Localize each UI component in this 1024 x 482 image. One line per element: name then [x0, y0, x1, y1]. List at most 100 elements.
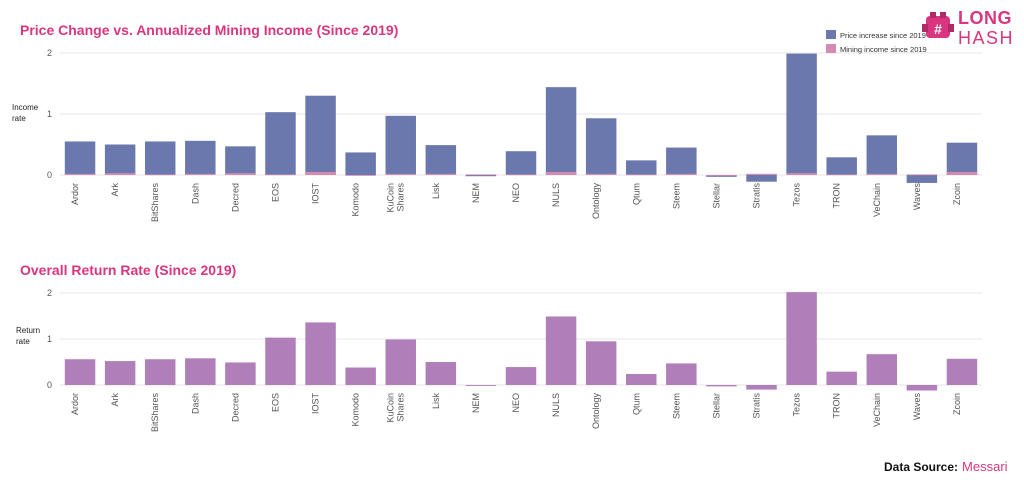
y-tick-label: 1	[47, 334, 52, 344]
x-tick-label: Tezos	[792, 183, 802, 207]
x-tick-label: Dash	[190, 183, 200, 204]
bar-ontology-series-0	[585, 118, 617, 175]
legend-swatch-mining-income	[826, 44, 836, 53]
x-tick-label: Qtum	[631, 393, 641, 415]
x-tick-label: IOST	[311, 393, 321, 415]
bar-neo-series-0	[505, 151, 537, 175]
x-tick-label: KuCoin	[386, 393, 396, 423]
bar-bitshares-series-1	[144, 174, 176, 176]
bar-nem-series-0	[465, 385, 497, 386]
x-tick-label: NEM	[471, 183, 481, 203]
bar-qtum-series-0	[626, 373, 657, 385]
svg-text:#: #	[934, 21, 942, 37]
bar-tron-series-0	[826, 371, 857, 385]
x-tick-label: TRON	[832, 393, 842, 419]
x-tick-label: Ontology	[591, 183, 601, 220]
legend-label-mining-income: Mining income since 2019	[840, 45, 927, 54]
bar-nuls-series-0	[545, 87, 577, 175]
x-tick-label: Zcoin	[952, 393, 962, 415]
x-tick-label: NULS	[551, 393, 561, 417]
data-source-label: Data Source:	[884, 460, 959, 474]
x-tick-label: Waves	[912, 393, 922, 421]
y-tick-label: 2	[47, 288, 52, 298]
bar-zcoin-series-0	[946, 358, 978, 385]
bar-steem-series-0	[666, 147, 697, 175]
bar-kucoin-shares-series-1	[385, 173, 416, 175]
bar-qtum-series-1	[626, 174, 657, 176]
x-tick-label: Lisk	[431, 393, 441, 410]
x-tick-label: Ardor	[70, 393, 80, 415]
bar-iost-series-0	[305, 95, 336, 175]
y-axis-label: rate	[16, 337, 30, 346]
bar-lisk-series-1	[425, 173, 457, 175]
chart-title-overall-return: Overall Return Rate (Since 2019)	[20, 262, 237, 278]
x-tick-label: Stellar	[711, 183, 721, 209]
bar-neo-series-0	[505, 367, 537, 385]
x-tick-label: BitShares	[150, 393, 160, 433]
y-axis-label: Income	[12, 103, 39, 112]
bar-kucoin-shares-series-0	[385, 339, 416, 385]
bar-nem-series-1	[465, 174, 497, 176]
x-tick-label: Decred	[230, 393, 240, 422]
bar-neo-series-1	[505, 174, 537, 176]
x-tick-label: EOS	[270, 183, 280, 202]
x-tick-label: Stellar	[711, 393, 721, 419]
bar-ardor-series-1	[64, 173, 96, 175]
bar-iost-series-0	[305, 322, 336, 385]
bar-stellar-series-0	[706, 175, 737, 177]
bar-nuls-series-1	[545, 171, 577, 175]
bar-vechain-series-1	[866, 173, 898, 175]
bar-ardor-series-0	[64, 141, 96, 175]
data-source: Data Source: Messari	[884, 459, 1008, 474]
x-tick-label: Komodo	[351, 393, 361, 427]
bar-dash-series-0	[185, 358, 216, 385]
x-tick-label: Ark	[110, 183, 120, 197]
x-tick-label: Qtum	[631, 183, 641, 205]
x-tick-label: Shares	[396, 183, 406, 212]
price-change-chart: 0 1 2 Income rate Ardor Ark BitShares Dash Decred…	[12, 48, 982, 222]
x-tick-label: Steem	[671, 393, 681, 419]
x-tick-label: NEM	[471, 393, 481, 413]
bar-tezos-series-0	[786, 292, 817, 385]
bar-komodo-series-1	[345, 175, 376, 176]
bar-tezos-series-1	[786, 173, 817, 175]
x-tick-label: Ardor	[70, 183, 80, 205]
bar-lisk-series-0	[425, 362, 457, 385]
x-tick-label: Ark	[110, 393, 120, 407]
bar-vechain-series-0	[866, 135, 898, 175]
bar-iost-series-1	[305, 171, 336, 175]
bar-komodo-series-0	[345, 152, 376, 175]
x-tick-label: Dash	[190, 393, 200, 414]
bar-tezos-series-0	[786, 53, 817, 175]
bar-ark-series-0	[104, 144, 136, 175]
x-tick-label: NULS	[551, 183, 561, 207]
x-tick-label: KuCoin	[386, 183, 396, 213]
legend: Price increase since 2019 Mining income …	[826, 30, 927, 54]
chart-title-price-change: Price Change vs. Annualized Mining Incom…	[20, 22, 399, 38]
bar-steem-series-0	[666, 363, 697, 385]
bar-eos-series-0	[265, 112, 296, 175]
bar-bitshares-series-0	[144, 359, 176, 385]
overall-return-chart: 0 1 2 Return rate Ardor Ark BitShares Dash Decred…	[16, 288, 982, 432]
longhash-logo-icon: #	[922, 12, 954, 38]
bar-ardor-series-0	[64, 359, 96, 385]
x-tick-label: TRON	[832, 183, 842, 209]
y-tick-label: 2	[47, 48, 52, 58]
bar-tron-series-1	[826, 174, 857, 176]
x-tick-label: EOS	[270, 393, 280, 412]
bar-ark-series-1	[104, 173, 136, 175]
x-tick-label: Shares	[396, 393, 406, 422]
x-tick-label: Zcoin	[952, 183, 962, 205]
bar-zcoin-series-1	[946, 171, 978, 175]
x-tick-label: IOST	[311, 183, 321, 205]
bar-dash-series-1	[185, 173, 216, 175]
bar-kucoin-shares-series-0	[385, 115, 416, 175]
bar-qtum-series-0	[626, 160, 657, 175]
bar-bitshares-series-0	[144, 141, 176, 175]
x-tick-label: Lisk	[431, 183, 441, 200]
x-tick-label: VeChain	[872, 393, 882, 427]
bar-ark-series-0	[104, 361, 136, 385]
bar-decred-series-0	[225, 146, 256, 175]
logo-text-long: LONG	[958, 8, 1012, 28]
